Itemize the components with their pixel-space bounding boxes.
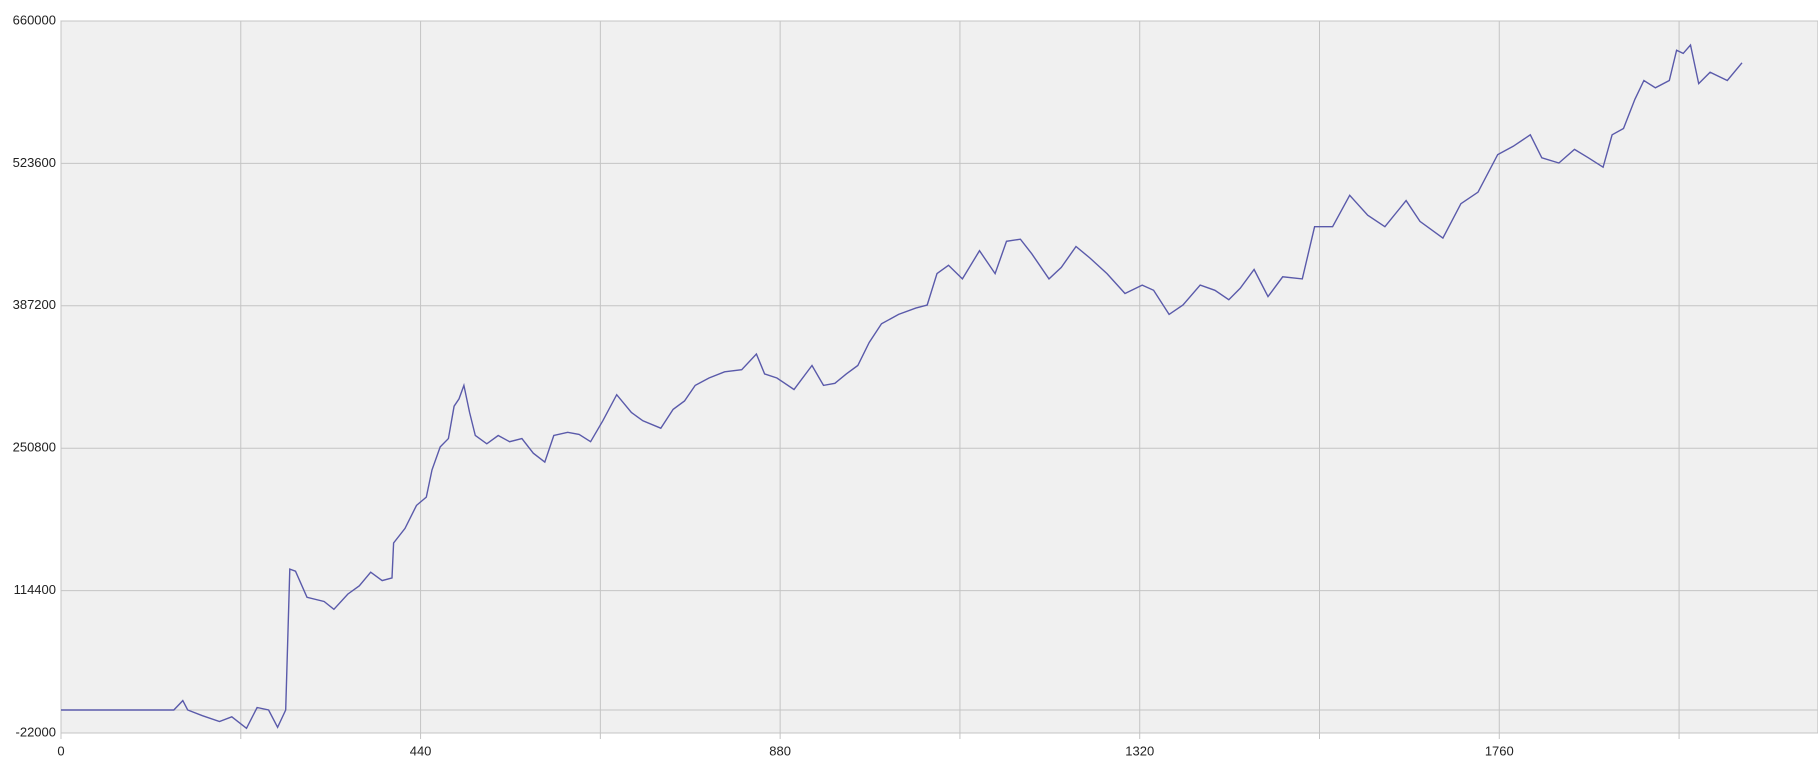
x-tick-label: 1760 xyxy=(1485,743,1514,758)
data-line xyxy=(61,43,1743,730)
y-tick-label: 387200 xyxy=(13,297,56,312)
plot-area xyxy=(60,20,1818,734)
y-tick-label: -22000 xyxy=(16,724,56,739)
y-tick-label: 114400 xyxy=(14,582,56,597)
y-tick-label: 250800 xyxy=(13,440,56,455)
x-tick-label: 440 xyxy=(410,743,432,758)
y-tick-label: 660000 xyxy=(13,12,56,27)
x-tick-label: 880 xyxy=(769,743,791,758)
x-tick-label: 1320 xyxy=(1125,743,1154,758)
y-tick-label: 523600 xyxy=(13,155,56,170)
x-tick-label: 0 xyxy=(57,743,64,758)
